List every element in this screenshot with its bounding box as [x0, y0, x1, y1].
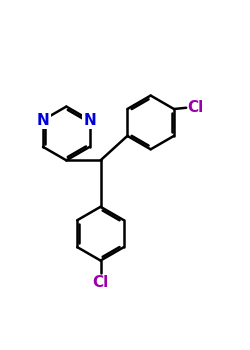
Text: Cl: Cl	[92, 274, 109, 289]
Text: Cl: Cl	[187, 100, 204, 115]
Text: N: N	[37, 112, 50, 127]
Text: N: N	[83, 112, 96, 127]
